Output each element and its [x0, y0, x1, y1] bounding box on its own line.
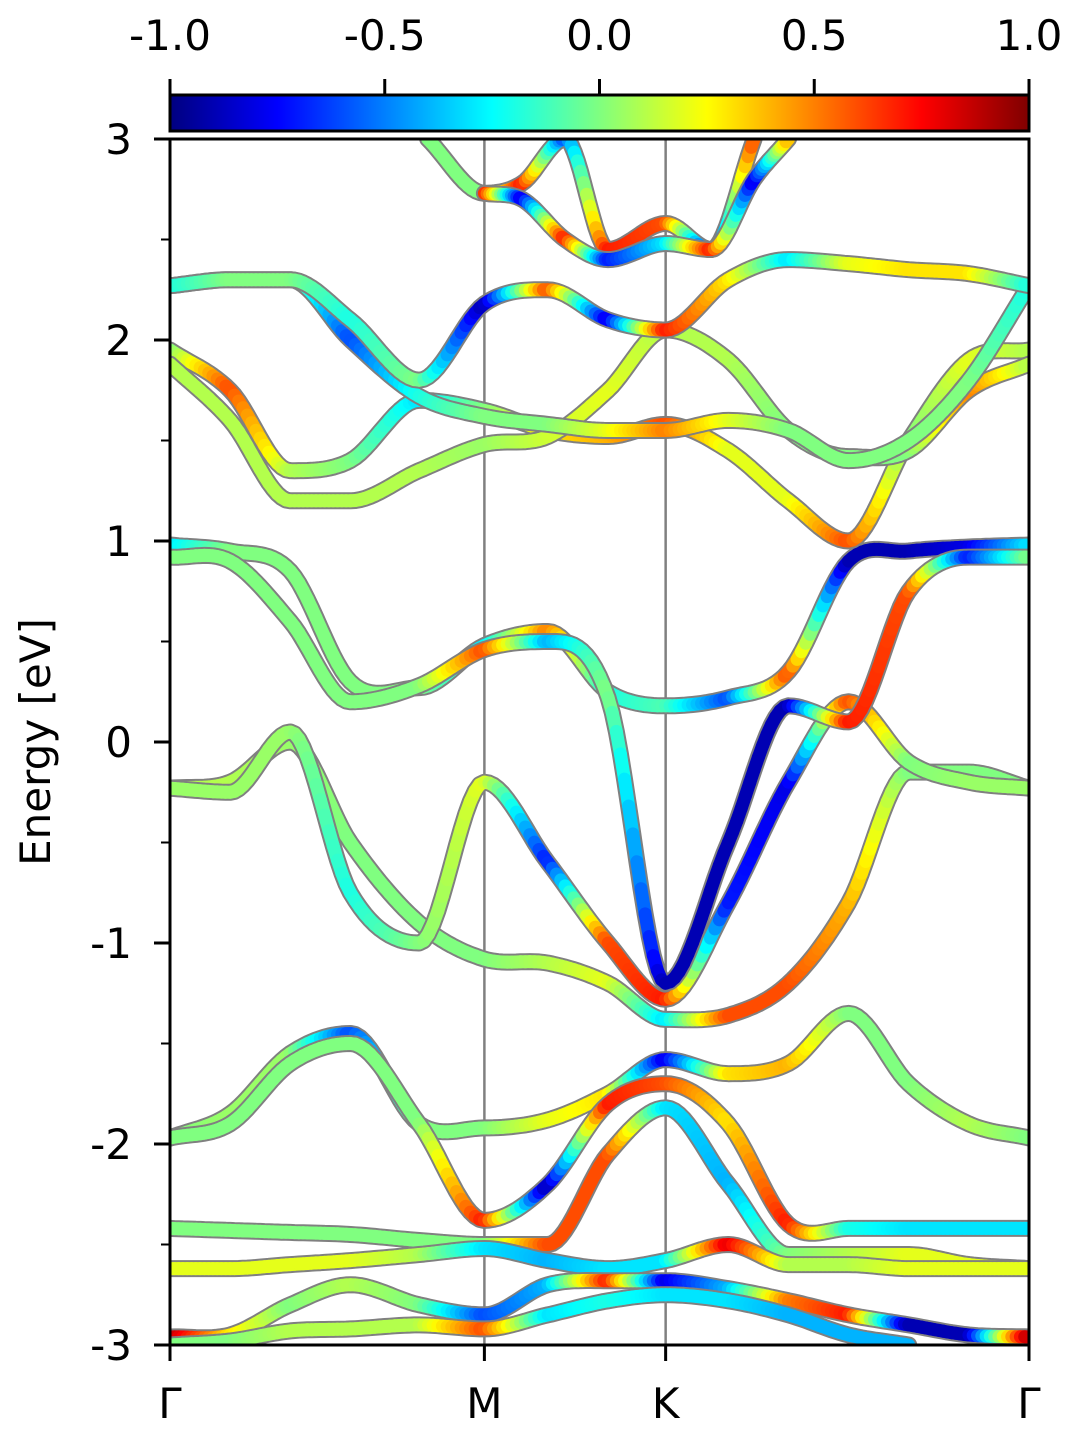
colorbar-ticks: -1.0 -0.5 0.0 0.5 1.0	[129, 11, 1062, 95]
colorbar-tick-label: -1.0	[129, 11, 211, 60]
x-tick-label: Γ	[158, 1379, 182, 1428]
colorbar-tick-label: -0.5	[344, 11, 426, 60]
band-13	[170, 1099, 1029, 1278]
x-tick-label: K	[652, 1379, 681, 1428]
y-tick-label: 1	[105, 517, 132, 566]
band-8	[170, 251, 1029, 389]
band-2	[170, 693, 1029, 1008]
band-1	[170, 733, 1029, 1029]
colorbar-tick-label: 0.0	[566, 11, 633, 60]
y-axis: -3 -2 -1 0 1 2 3	[90, 115, 170, 1370]
colorbar-tick-label: 0.5	[781, 11, 848, 60]
band-16	[170, 1286, 918, 1345]
band-14	[170, 1236, 1029, 1278]
bands	[170, 139, 1029, 1345]
y-tick-label: -1	[90, 919, 132, 968]
y-tick-label: -3	[90, 1321, 132, 1370]
band-12	[170, 1035, 1029, 1242]
x-tick-label: Γ	[1017, 1379, 1041, 1428]
x-tick-label: M	[466, 1379, 502, 1428]
y-axis-label: Energy [eV]	[11, 618, 60, 866]
colorbar-tick-label: 1.0	[996, 11, 1063, 60]
band-10	[475, 139, 797, 269]
y-tick-label: -2	[90, 1120, 132, 1169]
band-15	[170, 1272, 1029, 1345]
colorbar-gradient	[168, 93, 1031, 133]
band-4	[170, 546, 1029, 992]
y-tick-label: 3	[105, 115, 132, 164]
y-tick-label: 2	[105, 316, 132, 365]
y-tick-label: 0	[105, 718, 132, 767]
colorbar: -1.0 -0.5 0.0 0.5 1.0	[129, 11, 1062, 133]
high-symmetry-lines	[483, 139, 667, 1345]
band-outline	[170, 1099, 1029, 1278]
